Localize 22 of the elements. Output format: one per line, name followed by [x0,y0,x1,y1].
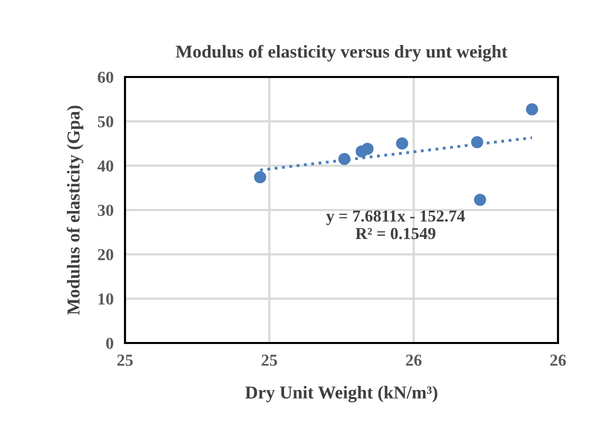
y-tick-label: 0 [106,338,114,349]
point [471,136,484,148]
x-tick-label: 25 [262,354,278,366]
point [474,194,486,206]
y-tick-label: 40 [97,160,114,172]
point [396,137,408,150]
y-tick-label: 10 [98,293,114,305]
annotation: y = 7.6811x - 152.74 R² = 0.1549 [326,210,465,240]
x-tick-label: 26 [550,354,566,366]
y-tick-label: 50 [98,116,114,128]
x-axis-title: Dry Unit Weight (kN/m³) [245,386,438,402]
chart-title: Modulus of elasticity versus dry unt weight [176,44,508,62]
y-axis-title: Modulus of elasticity (Gpa) [66,106,84,315]
y-tick-label: 30 [98,204,114,216]
x-tick-label: 26 [406,354,422,366]
y-tick-label: 60 [98,72,114,83]
point [338,152,350,166]
point [526,103,538,116]
x-tick-label: 25 [117,354,133,366]
point [254,171,266,184]
y-tick-label: 20 [98,249,114,260]
point [361,142,374,155]
